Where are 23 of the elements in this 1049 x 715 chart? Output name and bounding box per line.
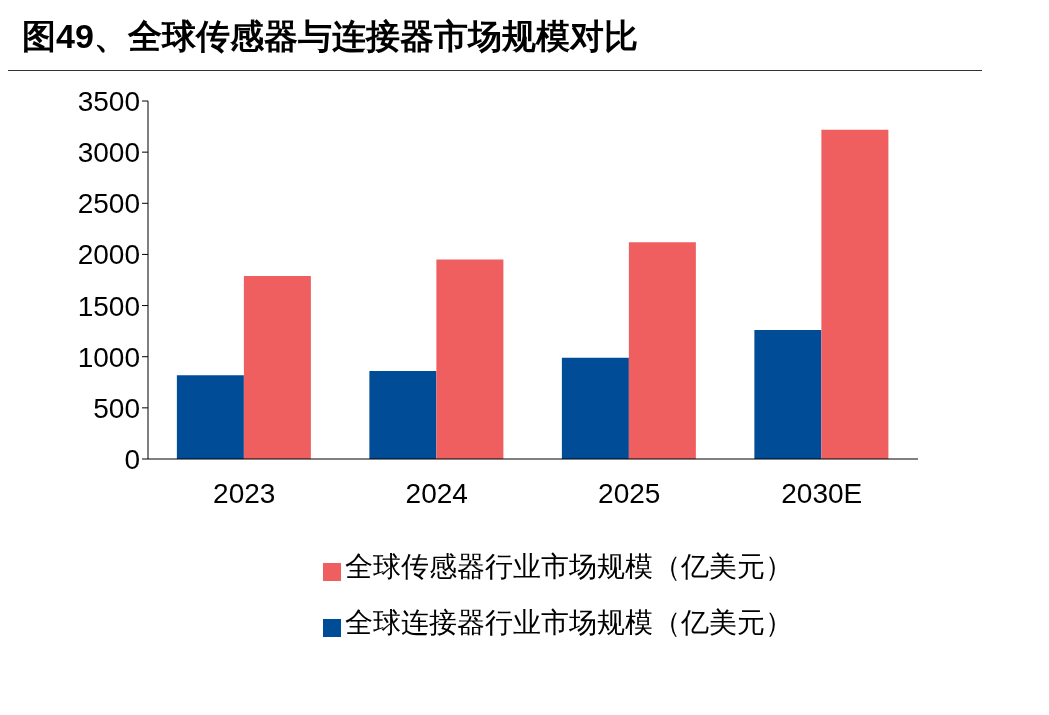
y-tick-label: 3000 xyxy=(77,137,140,169)
bar xyxy=(821,129,889,459)
y-tick-label: 0 xyxy=(124,443,140,475)
y-tick-label: 2000 xyxy=(77,239,140,271)
bar xyxy=(628,242,696,459)
bar xyxy=(754,330,822,459)
y-tick-label: 1500 xyxy=(77,290,140,322)
y-tick-label: 3500 xyxy=(77,85,140,117)
x-tick-label: 2024 xyxy=(405,477,468,509)
y-tick-label: 500 xyxy=(93,392,140,424)
x-tick-label: 2030E xyxy=(781,477,863,509)
chart-title: 图49、全球传感器与连接器市场规模对比 xyxy=(8,8,982,71)
x-tick-label: 2023 xyxy=(213,477,276,509)
y-tick-label: 1000 xyxy=(77,341,140,373)
y-tick-label: 2500 xyxy=(77,188,140,220)
bar xyxy=(436,259,504,459)
bar xyxy=(243,275,311,459)
bar xyxy=(561,357,629,459)
bar xyxy=(176,375,244,459)
x-tick-label: 2025 xyxy=(598,477,661,509)
legend-label: 全球传感器行业市场规模（亿美元） xyxy=(345,551,793,582)
bar xyxy=(369,371,437,459)
legend-label: 全球连接器行业市场规模（亿美元） xyxy=(345,607,793,638)
